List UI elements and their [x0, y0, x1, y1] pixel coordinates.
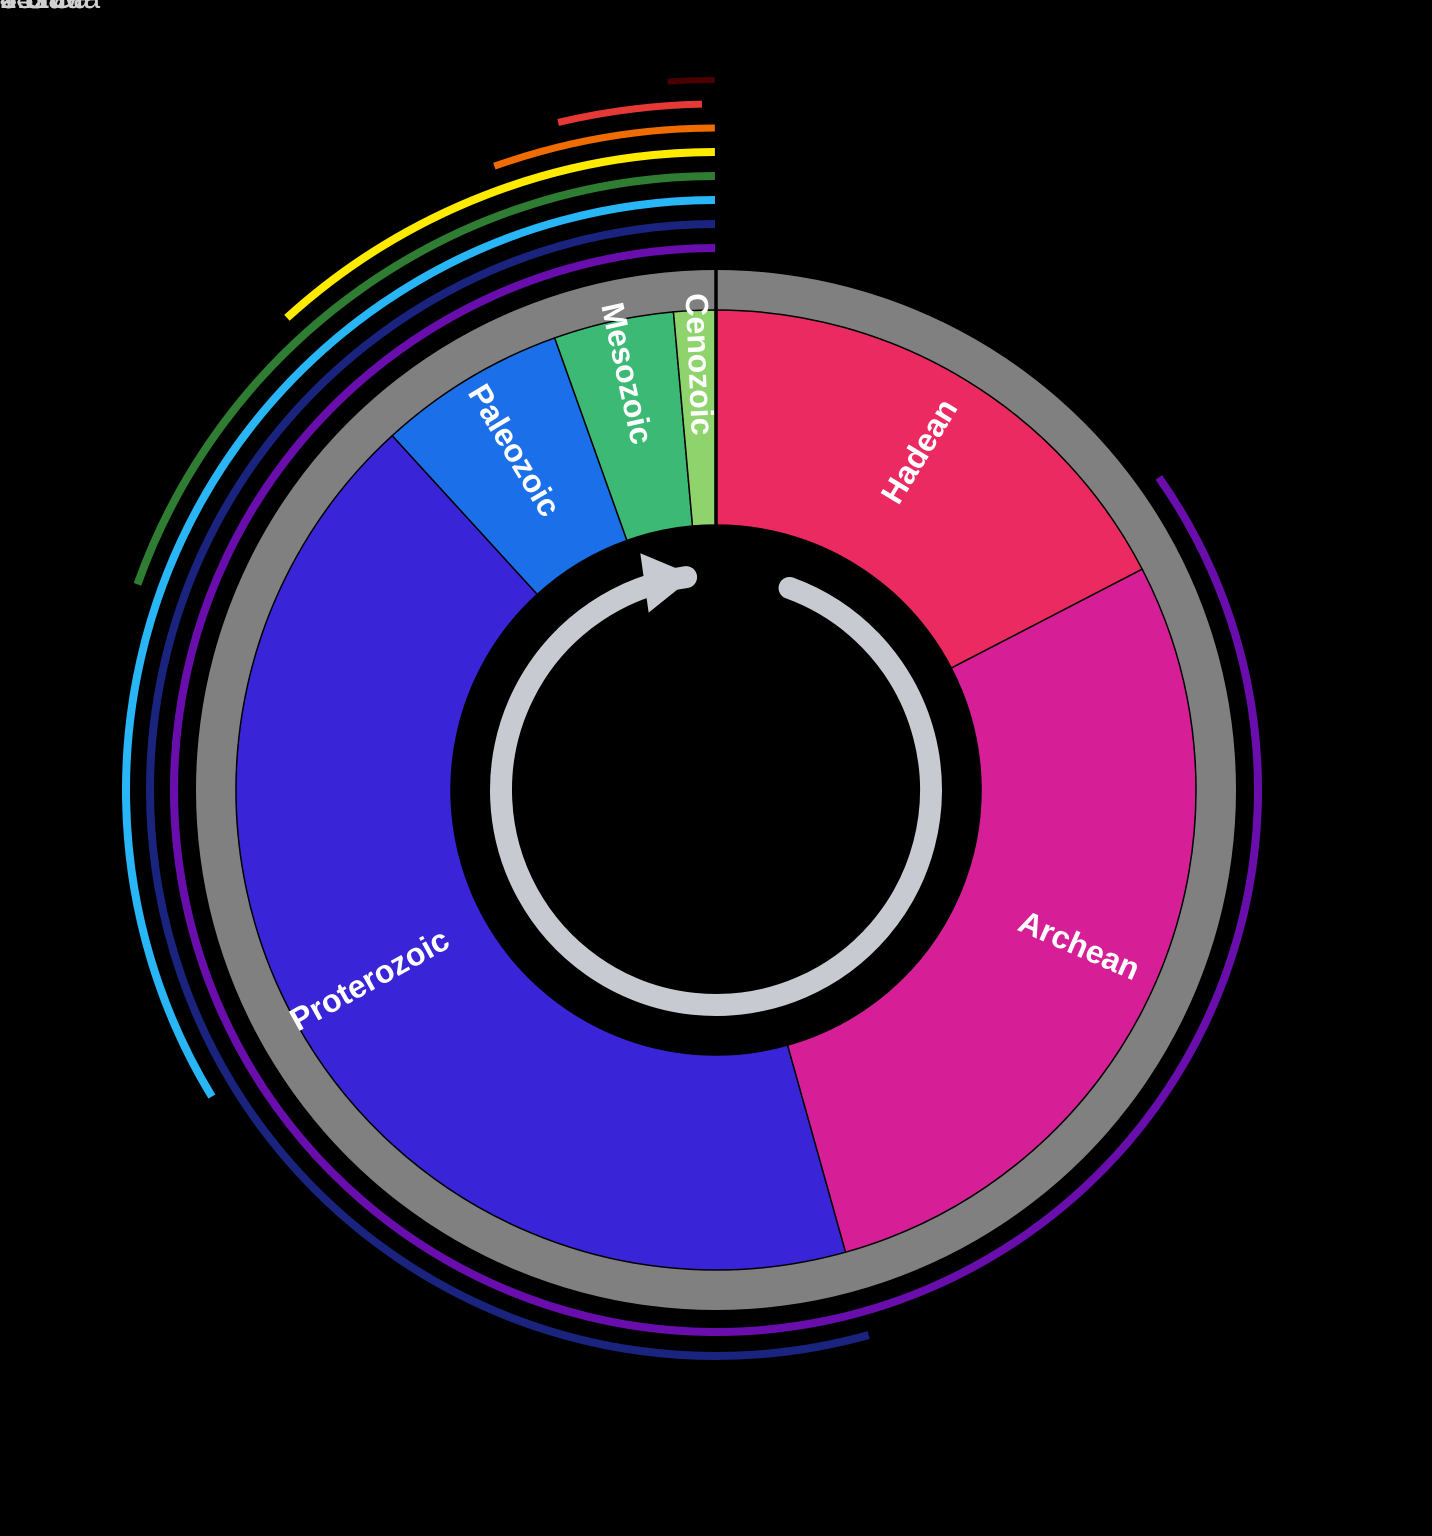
tick-label-65-ma: 65 Ma — [0, 0, 84, 15]
eon-label-cenozoic: Cenozoic — [679, 292, 721, 436]
geologic-clock-diagram: 4.6 Ga4 Ga3.8 Ga3 Ga2.5 Ga2 Ga1 Ga542 Ma… — [0, 0, 1432, 1536]
inner-black-disc — [451, 525, 981, 1055]
rainbow-arc-7 — [668, 80, 715, 82]
